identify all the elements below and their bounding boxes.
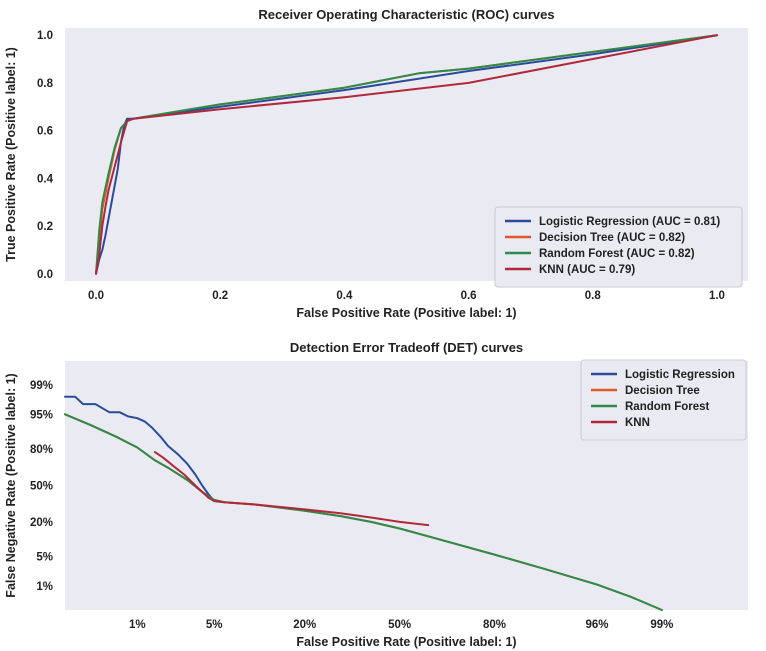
chart1-title: Receiver Operating Characteristic (ROC) … bbox=[258, 7, 554, 22]
chart1-x-tick-label: 1.0 bbox=[709, 290, 725, 302]
chart2-x-tick-label: 50% bbox=[388, 619, 411, 631]
chart2-y-tick-label: 95% bbox=[30, 409, 53, 421]
chart2-x-tick-label: 80% bbox=[483, 619, 506, 631]
chart1-series-line-knn bbox=[95, 34, 718, 275]
chart1-legend-entry: Random Forest (AUC = 0.82) bbox=[539, 248, 695, 260]
chart2-y-tick-label: 5% bbox=[36, 552, 53, 564]
chart2-title: Detection Error Tradeoff (DET) curves bbox=[290, 340, 523, 355]
chart1-legend bbox=[494, 206, 743, 288]
chart2-y-tick-label: 99% bbox=[30, 380, 53, 392]
chart2-legend-entry: KNN bbox=[625, 417, 650, 429]
chart1-y-tick-label: 0.2 bbox=[37, 221, 53, 233]
chart2-series-line-logistic-regression bbox=[64, 395, 226, 504]
chart1-legend-entry: KNN (AUC = 0.79) bbox=[539, 264, 635, 276]
chart1-x-axis-label: False Positive Rate (Positive label: 1) bbox=[296, 306, 516, 320]
chart2-y-tick-label: 1% bbox=[36, 581, 53, 593]
chart1-y-tick-label: 0.0 bbox=[37, 269, 53, 281]
chart1-y-tick-label: 0.4 bbox=[37, 173, 54, 185]
chart1-x-tick-label: 0.8 bbox=[585, 290, 602, 302]
chart1-y-tick-label: 0.6 bbox=[37, 126, 53, 138]
chart1-y-axis-label: True Positive Rate (Positive label: 1) bbox=[4, 47, 18, 262]
chart2-y-tick-label: 50% bbox=[30, 481, 53, 493]
chart1-y-tick-label: 0.8 bbox=[37, 78, 54, 90]
chart2-x-tick-label: 20% bbox=[293, 619, 316, 631]
chart1-x-tick-label: 0.0 bbox=[88, 290, 104, 302]
chart2-legend-entry: Decision Tree bbox=[625, 385, 700, 397]
chart2-x-tick-label: 5% bbox=[206, 619, 223, 631]
chart1-legend-entry: Logistic Regression (AUC = 0.81) bbox=[539, 216, 720, 228]
chart2-x-tick-label: 99% bbox=[650, 619, 673, 631]
chart2-y-tick-label: 80% bbox=[30, 444, 53, 456]
chart2-legend bbox=[580, 359, 747, 441]
chart1-y-tick-label: 1.0 bbox=[37, 30, 53, 42]
chart1-x-tick-label: 0.2 bbox=[212, 290, 228, 302]
chart2-y-tick-label: 20% bbox=[30, 517, 53, 529]
chart1-legend-entry: Decision Tree (AUC = 0.82) bbox=[539, 232, 685, 244]
chart2-legend-entry: Random Forest bbox=[625, 401, 710, 413]
chart1-x-tick-label: 0.4 bbox=[336, 290, 353, 302]
chart2-y-axis-label: False Negative Rate (Positive label: 1) bbox=[4, 373, 18, 597]
chart2-x-axis-label: False Positive Rate (Positive label: 1) bbox=[296, 635, 516, 649]
chart2-x-tick-label: 96% bbox=[585, 619, 608, 631]
chart2-x-tick-label: 1% bbox=[129, 619, 146, 631]
chart1-x-tick-label: 0.6 bbox=[461, 290, 477, 302]
chart2-series-line-knn bbox=[153, 451, 430, 527]
chart2-legend-entry: Logistic Regression bbox=[625, 369, 735, 381]
